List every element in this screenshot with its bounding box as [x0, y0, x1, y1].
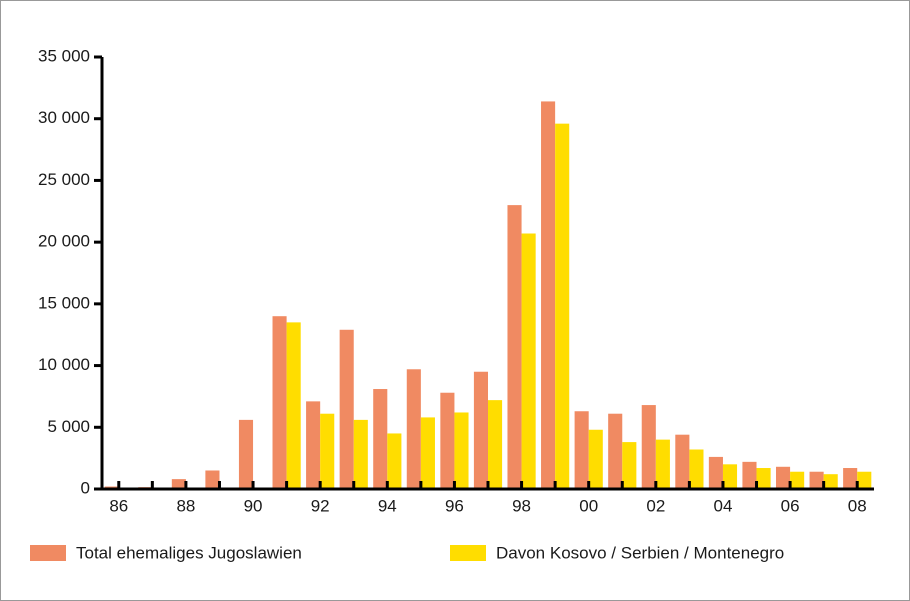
bar: [488, 400, 503, 489]
bar: [775, 466, 791, 489]
bar: [809, 471, 824, 489]
x-tick-label: 90: [244, 496, 263, 515]
bar: [320, 413, 335, 489]
x-tick-label: 98: [512, 496, 531, 515]
x-tick-label: 88: [176, 496, 195, 515]
bar: [286, 322, 301, 489]
bar: [742, 461, 757, 489]
bar: [507, 205, 522, 489]
bar: [420, 417, 435, 489]
bar: [655, 439, 670, 489]
y-tick-label: 25 000: [38, 170, 90, 189]
x-tick-label: 02: [646, 496, 665, 515]
y-tick-label: 35 000: [38, 46, 90, 65]
y-tick-label: 15 000: [38, 293, 90, 312]
x-tick-label: 04: [713, 496, 732, 515]
bar: [608, 413, 623, 489]
x-tick-label: 00: [579, 496, 598, 515]
y-tick-label: 30 000: [38, 108, 90, 127]
bar: [641, 405, 656, 489]
bar: [306, 401, 321, 489]
bar: [353, 419, 368, 489]
x-tick-label: 86: [109, 496, 128, 515]
bar: [339, 329, 354, 489]
y-tick-label: 10 000: [38, 355, 90, 374]
bar: [238, 419, 254, 489]
x-tick-label: 08: [848, 496, 867, 515]
bar: [521, 233, 536, 489]
bar: [708, 456, 723, 489]
legend-label: Total ehemaliges Jugoslawien: [76, 543, 302, 562]
bar: [689, 449, 704, 489]
bar: [473, 371, 488, 489]
bar: [790, 471, 805, 489]
bar: [373, 389, 388, 489]
legend-swatch: [450, 545, 486, 561]
bar: [843, 468, 858, 489]
bar: [857, 471, 872, 489]
bar: [541, 101, 556, 489]
bar: [406, 369, 421, 489]
bar: [622, 442, 637, 489]
bar: [272, 316, 287, 489]
bar: [387, 433, 402, 489]
bar: [756, 468, 771, 489]
bar: [205, 470, 220, 489]
y-tick-label: 5 000: [47, 417, 90, 436]
bar: [722, 464, 738, 489]
bar: [574, 411, 589, 489]
bar: [588, 429, 603, 489]
bar: [823, 474, 838, 489]
x-tick-label: 06: [781, 496, 800, 515]
bar: [440, 392, 455, 489]
x-tick-label: 94: [378, 496, 397, 515]
y-tick-label: 20 000: [38, 232, 90, 251]
x-tick-label: 92: [311, 496, 330, 515]
bar: [171, 479, 186, 489]
bar: [675, 434, 690, 489]
y-tick-label: 0: [81, 478, 90, 497]
legend-label: Davon Kosovo / Serbien / Montenegro: [496, 543, 784, 562]
x-tick-label: 96: [445, 496, 464, 515]
bar: [454, 412, 469, 489]
bar: [555, 123, 570, 489]
legend-swatch: [30, 545, 66, 561]
